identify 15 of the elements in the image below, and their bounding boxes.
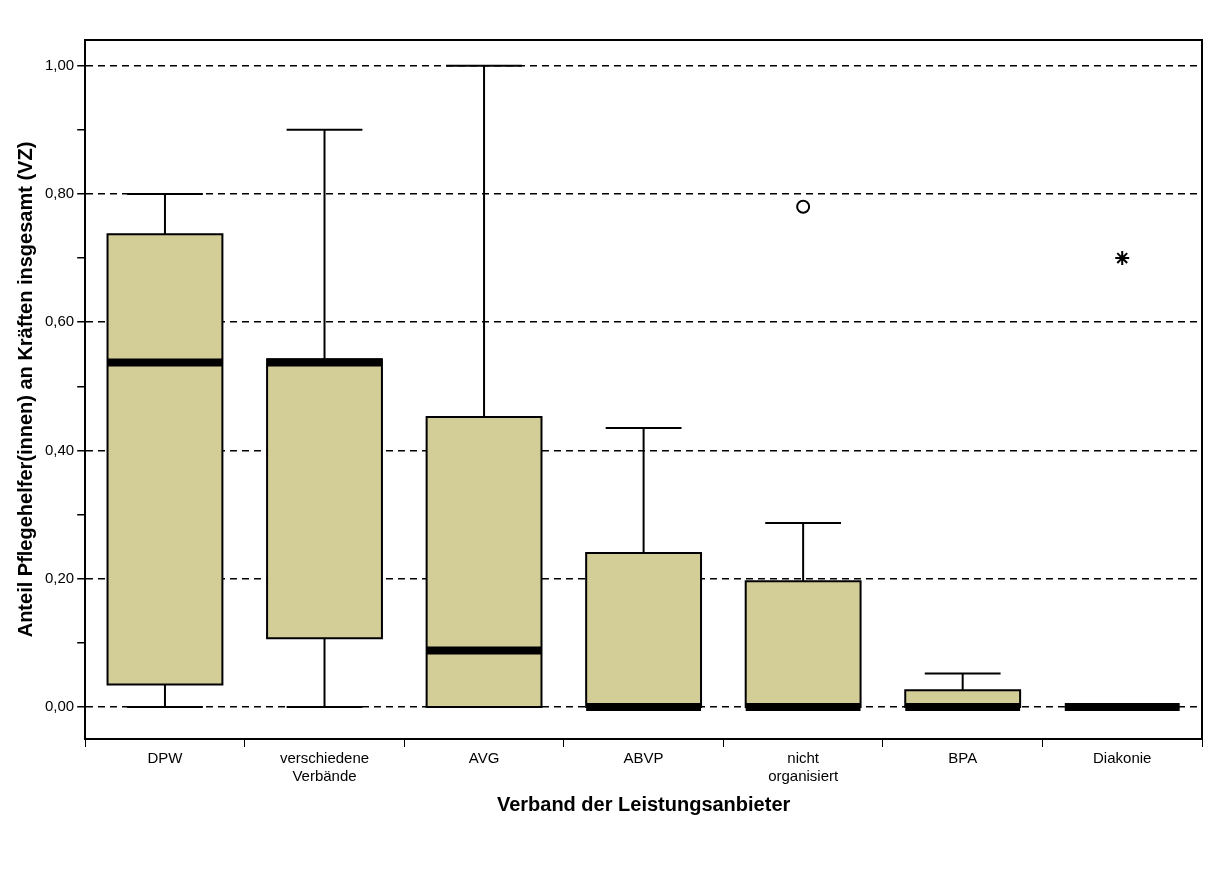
x-tick-label: AVG [468, 749, 500, 767]
y-tick-label: 0,00 [44, 697, 75, 715]
y-tick-label: 0,60 [44, 312, 75, 330]
x-tick-label: ABVP [623, 749, 664, 767]
y-tick-label: 0,40 [44, 440, 75, 458]
x-tick-label: verschiedene Verbände [279, 749, 370, 785]
x-tick-label: nicht organisiert [768, 749, 839, 785]
y-tick-label: 0,20 [44, 568, 75, 586]
x-axis-title: Verband der Leistungsanbieter [496, 792, 791, 815]
x-tick-label: Diakonie [1093, 749, 1152, 767]
y-tick-label: 0,80 [44, 184, 75, 202]
x-tick-label: DPW [147, 749, 184, 767]
y-tick-label: 1,00 [44, 55, 75, 73]
y-axis-title: Anteil Pflegehelfer(innen) an Kräften insgesamt (VZ) [13, 141, 36, 638]
x-tick-label: BPA [948, 749, 978, 767]
